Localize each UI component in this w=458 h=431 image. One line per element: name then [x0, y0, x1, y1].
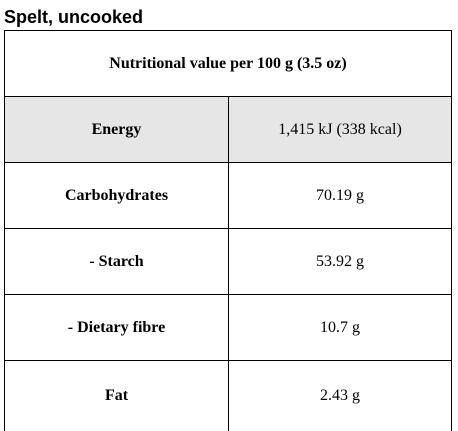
table-row-dietary-fibre: - Dietary fibre 10.7 g	[5, 295, 451, 361]
nutrition-table: Nutritional value per 100 g (3.5 oz) Ene…	[4, 30, 452, 431]
row-value: 1,415 kJ (338 kcal)	[229, 97, 451, 162]
table-row-energy: Energy 1,415 kJ (338 kcal)	[5, 97, 451, 163]
row-label: Energy	[5, 97, 229, 162]
row-value: 53.92 g	[229, 229, 451, 294]
row-label: Fat	[5, 361, 229, 431]
row-value: 10.7 g	[229, 295, 451, 360]
page-title: Spelt, uncooked	[4, 6, 143, 28]
row-value: 2.43 g	[229, 361, 451, 431]
table-row-carbohydrates: Carbohydrates 70.19 g	[5, 163, 451, 229]
row-label: Carbohydrates	[5, 163, 229, 228]
table-row-fat: Fat 2.43 g	[5, 361, 451, 431]
table-row-starch: - Starch 53.92 g	[5, 229, 451, 295]
row-label: - Starch	[5, 229, 229, 294]
table-header: Nutritional value per 100 g (3.5 oz)	[5, 31, 451, 97]
row-label: - Dietary fibre	[5, 295, 229, 360]
row-value: 70.19 g	[229, 163, 451, 228]
